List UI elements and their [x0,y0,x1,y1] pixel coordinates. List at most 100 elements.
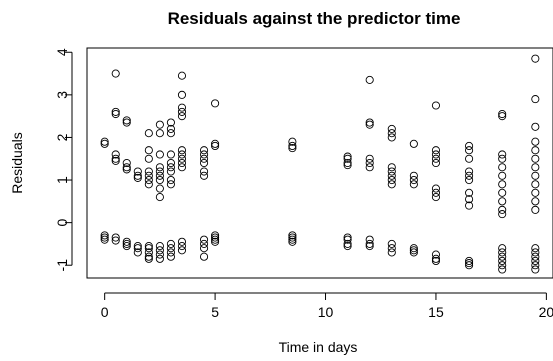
data-point [177,150,187,159]
data-point [431,101,441,110]
data-point [531,188,540,197]
data-point [343,239,352,248]
data-point [431,158,441,168]
data-point [343,152,352,161]
data-point [387,133,396,142]
data-point [211,233,220,242]
data-point [144,252,153,261]
data-point [387,163,396,172]
data-point [531,95,540,104]
data-point [199,150,209,159]
data-point [166,248,175,257]
y-tick-label: 4 [54,48,70,56]
data-point [155,254,164,263]
data-point [531,171,540,180]
data-point [531,122,540,131]
data-point [288,231,297,240]
data-point [177,246,187,255]
data-point [365,242,374,251]
data-point [343,233,352,242]
data-point [531,180,540,189]
chart-title: Residuals against the predictor time [168,9,461,28]
data-point [133,244,142,253]
y-tick-label: -1 [54,259,70,272]
data-point [431,188,441,197]
data-point [122,116,131,125]
data-point [144,171,153,180]
data-point [531,197,540,206]
y-tick-label: 2 [54,133,70,141]
data-point [155,193,164,202]
data-point [498,171,507,180]
data-point [144,154,153,163]
data-point [155,150,164,159]
data-point [144,175,153,185]
data-point [155,175,164,185]
data-point [166,252,175,261]
data-point [199,252,209,261]
data-point [498,265,507,274]
data-point [531,244,540,253]
data-point [100,137,109,146]
data-point [498,197,507,206]
data-point [409,175,418,185]
data-point [177,154,187,163]
data-point [199,158,209,168]
data-point [100,235,109,244]
data-point [288,233,297,242]
data-point [387,244,396,253]
data-point [155,242,164,251]
plot-frame [86,47,553,279]
data-point [166,175,175,185]
data-point [211,235,220,244]
data-point [409,180,418,189]
data-point [409,246,418,255]
data-point [409,248,418,257]
data-point [155,250,164,259]
data-point [177,112,187,121]
data-point [465,171,474,180]
data-point [166,244,175,253]
data-point [133,171,142,180]
data-point [211,237,220,246]
data-point [166,150,175,159]
data-point [465,259,474,268]
data-point [498,252,507,261]
data-point [177,103,187,112]
data-point [431,254,441,263]
data-point [387,124,396,133]
data-point [531,248,540,257]
data-point [133,242,142,251]
data-point [387,180,396,189]
data-point [166,118,175,127]
data-point [531,154,540,163]
data-point [111,156,120,165]
data-point [465,256,474,266]
x-axis: 0 5 10 15 20 [101,292,553,320]
data-point [498,109,507,119]
data-point [211,231,220,240]
y-axis: -1 0 1 2 3 4 [54,48,73,272]
data-point [199,154,209,163]
y-tick-label: 3 [54,91,70,99]
data-point [465,141,474,151]
data-point [498,244,507,253]
data-point [177,237,187,246]
data-point [122,237,131,246]
data-point [133,173,142,182]
data-point [199,146,209,155]
data-point [166,129,175,138]
y-axis-label: Residuals [9,132,25,193]
x-axis-label: Time in days [279,339,358,355]
data-point [531,252,540,261]
data-point [465,261,474,270]
data-point [111,154,120,163]
data-point [387,248,396,257]
data-point [365,239,374,248]
data-point [288,144,297,153]
data-point [144,167,153,176]
data-point [122,165,131,174]
data-point [531,205,540,214]
data-point [155,184,164,193]
